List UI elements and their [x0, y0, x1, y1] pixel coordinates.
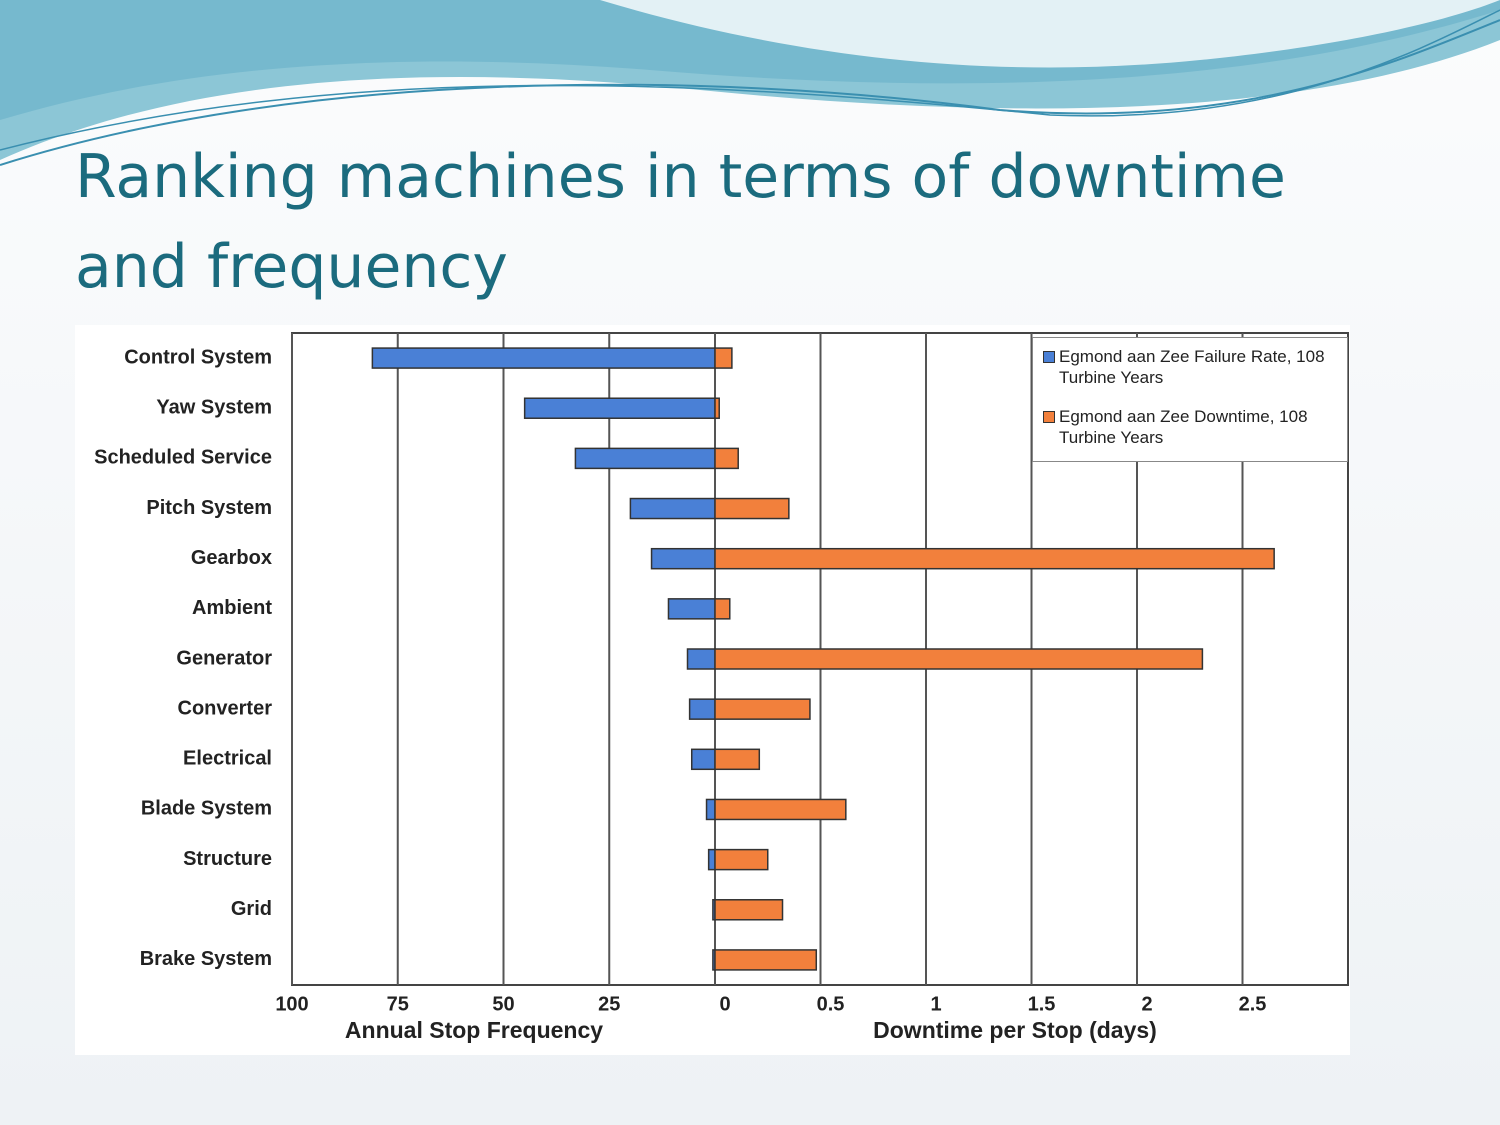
x2-tick-label: 1 — [930, 993, 941, 1015]
x-tick-label: 25 — [598, 993, 620, 1015]
x2-tick-label: 2.5 — [1239, 993, 1267, 1015]
x2-tick-label: 0.5 — [817, 993, 845, 1015]
y-tick-label: Converter — [178, 697, 273, 719]
slide-title: Ranking machines in terms of downtime an… — [75, 142, 1286, 302]
legend-swatch — [1043, 411, 1055, 423]
legend-item: Egmond aan Zee Downtime, 108 Turbine Yea… — [1043, 406, 1337, 448]
x2-tick-label: 0 — [719, 993, 730, 1015]
bar — [686, 648, 716, 670]
y-tick-label: Yaw System — [156, 397, 272, 419]
y-tick-label: Ambient — [192, 597, 272, 619]
bar — [714, 899, 784, 921]
bar — [705, 798, 716, 821]
legend-label: Egmond aan Zee Failure Rate, 108 Turbine… — [1059, 347, 1325, 387]
x-tick-label: 100 — [275, 993, 308, 1015]
bar — [629, 497, 716, 520]
bar — [714, 397, 720, 419]
x2-tick-label: 1.5 — [1028, 993, 1056, 1015]
bar — [371, 347, 716, 369]
y-tick-label: Gearbox — [191, 547, 272, 569]
bar — [714, 848, 769, 871]
bar — [574, 447, 716, 470]
bar — [688, 698, 716, 720]
x-tick-label: 50 — [492, 993, 514, 1015]
y-tick-label: Electrical — [183, 748, 272, 770]
bar — [523, 397, 716, 419]
y-tick-label: Scheduled Service — [94, 447, 272, 469]
y-tick-label: Pitch System — [146, 497, 272, 519]
bar — [690, 748, 716, 771]
x2-tick-label: 2 — [1141, 993, 1152, 1015]
y-tick-label: Brake System — [140, 948, 272, 970]
bar — [714, 447, 739, 470]
bar — [650, 547, 716, 570]
y-tick-label: Blade System — [141, 798, 272, 820]
legend-swatch — [1043, 351, 1055, 363]
bar — [714, 748, 761, 771]
bar — [714, 598, 731, 620]
bar — [714, 698, 811, 720]
legend-label: Egmond aan Zee Downtime, 108 Turbine Yea… — [1059, 407, 1308, 447]
bar — [667, 598, 716, 620]
y-tick-label: Generator — [176, 647, 272, 669]
bar — [714, 547, 1275, 570]
y-tick-label: Structure — [183, 848, 272, 870]
bar — [707, 848, 716, 871]
header-waves — [0, 0, 1500, 166]
bar — [714, 949, 818, 971]
y-tick-label: Grid — [231, 898, 272, 920]
legend: Egmond aan Zee Failure Rate, 108 Turbine… — [1032, 337, 1348, 462]
bar — [714, 648, 1204, 670]
bar — [714, 497, 790, 520]
legend-item: Egmond aan Zee Failure Rate, 108 Turbine… — [1043, 346, 1337, 388]
x2-axis-label: Downtime per Stop (days) — [873, 1017, 1157, 1043]
y-tick-label: Control System — [124, 346, 272, 368]
x-axis-label: Annual Stop Frequency — [345, 1017, 603, 1043]
bar — [714, 347, 733, 369]
bar — [714, 798, 847, 821]
x-tick-label: 75 — [387, 993, 409, 1015]
